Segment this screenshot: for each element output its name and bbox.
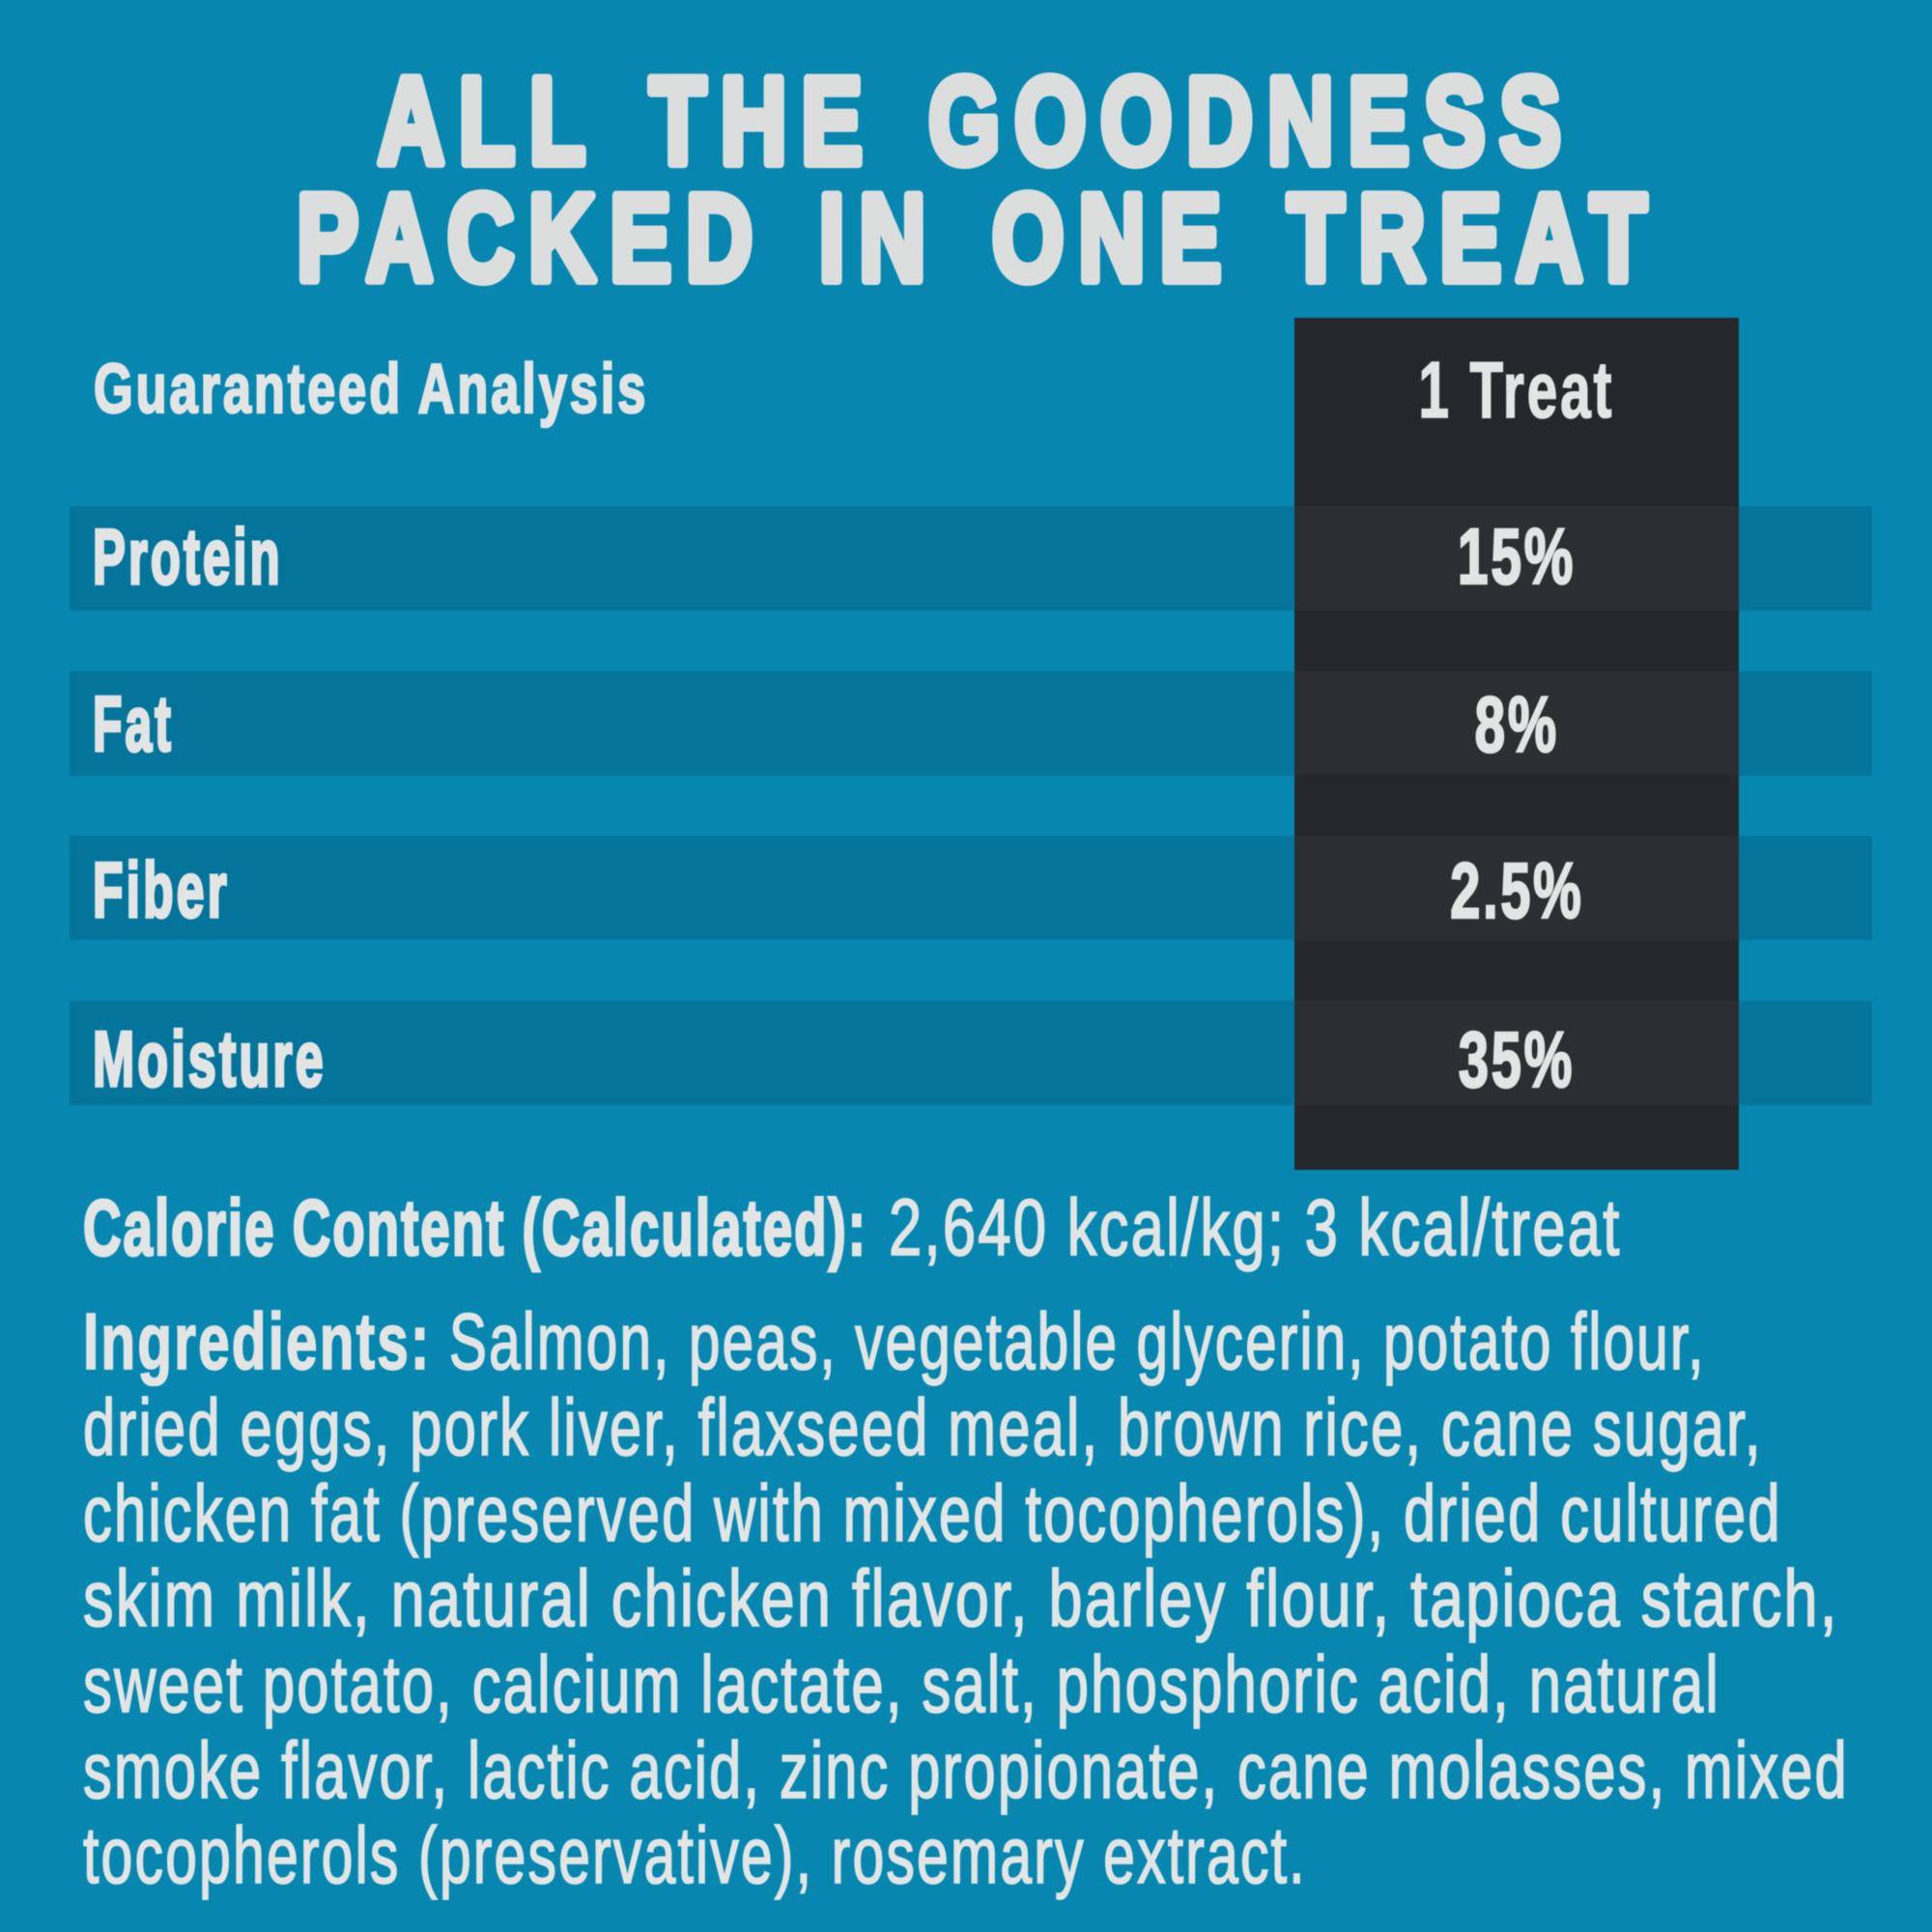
svg-text:ALL THE GOODNESS: ALL THE GOODNESS	[378, 52, 1576, 190]
svg-text:PACKED IN ONE TREAT: PACKED IN ONE TREAT	[297, 169, 1661, 306]
